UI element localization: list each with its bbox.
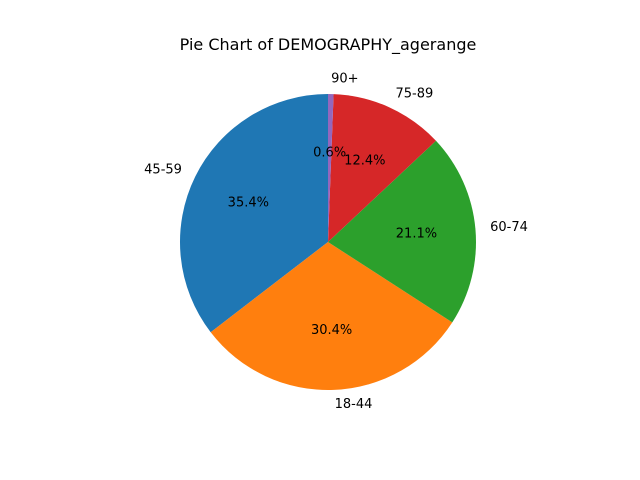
- slice-percent-label: 35.4%: [228, 195, 269, 210]
- slice-percent-label: 0.6%: [313, 146, 346, 161]
- slice-label: 45-59: [144, 163, 182, 178]
- pie-slice-90-: [328, 94, 334, 242]
- slice-percent-label: 30.4%: [311, 323, 352, 338]
- pie-labels: 45-59 35.4% 18-44 30.4% 60-74 21.1% 75-89 12.4%…: [144, 72, 528, 412]
- pie-slice-75-89: [328, 94, 436, 242]
- chart-title: Pie Chart of DEMOGRAPHY_agerange: [180, 35, 477, 55]
- pie-slice-60-74: [328, 140, 476, 323]
- slice-label: 75-89: [396, 86, 434, 101]
- pie-slice-18-44: [210, 242, 453, 391]
- slice-percent-label: 21.1%: [396, 227, 437, 242]
- pie-slice-45-59: [179, 94, 328, 333]
- slice-label: 60-74: [490, 220, 528, 235]
- slice-label: 90+: [331, 72, 358, 87]
- slice-percent-label: 12.4%: [344, 154, 385, 169]
- slice-label: 18-44: [335, 397, 373, 412]
- pie-slices: [179, 94, 476, 391]
